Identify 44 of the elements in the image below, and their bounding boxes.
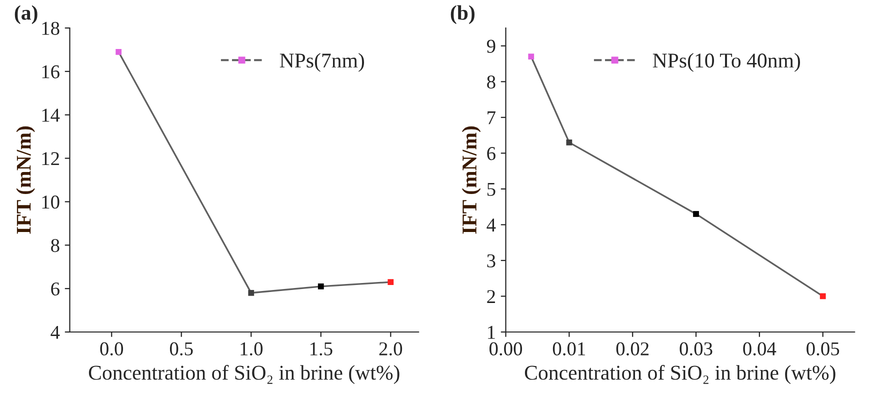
y-axis-title: IFT (mN/m): [462, 126, 481, 234]
chart-title: (a): [14, 5, 38, 24]
y-tick-label: 1: [488, 326, 495, 339]
legend-label: NPs(7nm): [280, 52, 364, 72]
point: [116, 48, 122, 55]
y-tick-label: 5: [487, 182, 496, 196]
y-tick-label: 7: [488, 111, 496, 124]
point: [248, 290, 254, 296]
y-tick-label: 18: [42, 22, 60, 35]
x-axis-title: Concentration of SiO₂ in brine (wt%): [88, 364, 400, 384]
y-axis-title: IFT (mN/m): [16, 126, 36, 234]
y-tick-label: 10: [42, 196, 60, 209]
point: [566, 140, 572, 146]
point: [693, 211, 699, 217]
x-tick-label: 1.5: [310, 342, 332, 356]
x-tick-label: 0.02: [616, 342, 649, 356]
y-tick-label: 4: [486, 218, 496, 232]
point: [388, 279, 394, 286]
y-tick-label: 9: [486, 40, 496, 53]
y-tick-label: 4: [50, 326, 60, 339]
x-tick-label: 0.5: [170, 342, 193, 356]
y-tick-label: 16: [42, 65, 60, 78]
x-tick-label: 0.03: [680, 342, 712, 356]
x-axis-title: Concentration of SiO₂ in brine (wt%): [524, 364, 836, 384]
y-tick-label: 12: [42, 152, 59, 166]
point: [820, 293, 826, 300]
x-tick-label: 0.05: [806, 342, 840, 356]
legend-label: NPs(10 To 40nm): [652, 52, 800, 72]
chart-title: (b): [450, 5, 474, 24]
y-tick-label: 2: [487, 290, 495, 303]
y-tick-label: 6: [487, 147, 496, 160]
x-tick-label: 2.0: [379, 342, 402, 356]
y-tick-label: 8: [51, 238, 60, 252]
y-tick-label: 6: [51, 282, 60, 296]
y-tick-label: 8: [487, 75, 496, 89]
x-tick-label: 0.01: [552, 342, 586, 356]
x-tick-label: 0.04: [743, 342, 776, 356]
point: [318, 283, 324, 290]
x-tick-label: 0.0: [100, 342, 124, 356]
y-tick-label: 14: [42, 108, 60, 122]
y-tick-label: 3: [487, 254, 496, 268]
point: [528, 54, 534, 60]
x-tick-label: 1.0: [240, 342, 263, 356]
x-tick-label: 0.00: [489, 342, 522, 356]
